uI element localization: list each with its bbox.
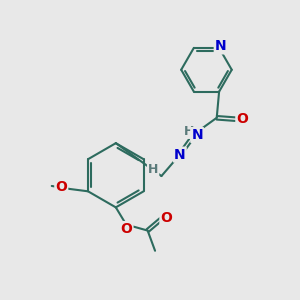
- Text: N: N: [191, 128, 203, 142]
- Text: O: O: [121, 222, 133, 236]
- Text: O: O: [55, 180, 67, 194]
- Text: O: O: [236, 112, 248, 126]
- Text: H: H: [184, 125, 195, 138]
- Text: N: N: [174, 148, 186, 162]
- Text: O: O: [160, 211, 172, 225]
- Text: H: H: [148, 163, 158, 176]
- Text: N: N: [215, 39, 226, 53]
